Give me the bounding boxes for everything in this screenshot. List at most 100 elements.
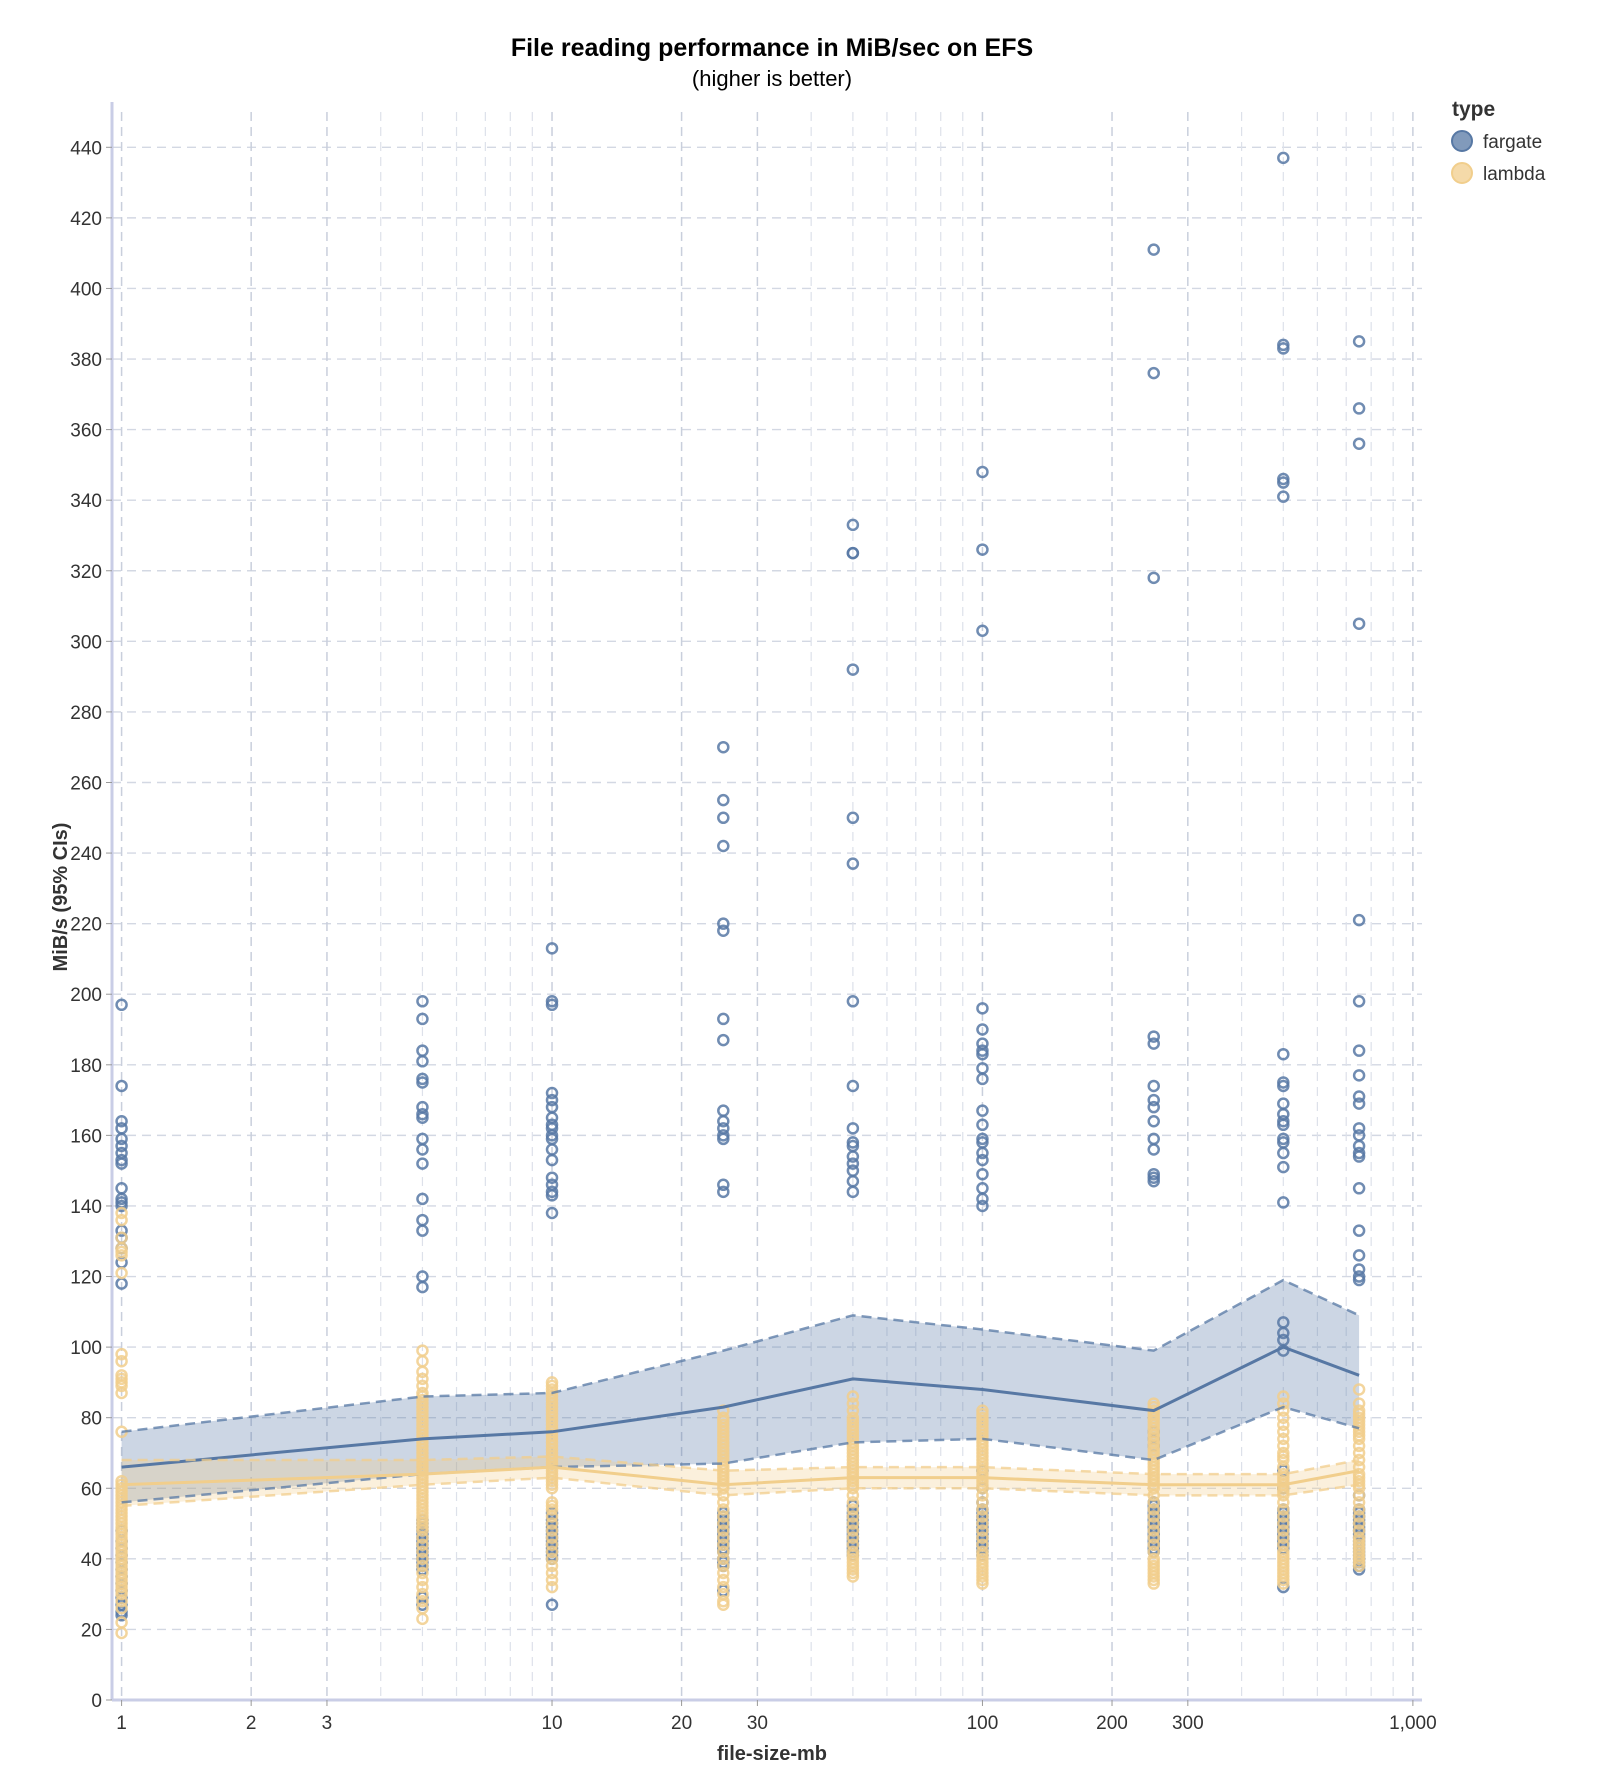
x-tick-label: 100 [967, 1713, 999, 1734]
fargate-point [115, 1157, 128, 1170]
lambda-point [976, 1531, 989, 1544]
fargate-point [1147, 1037, 1160, 1050]
lambda-point [416, 1552, 429, 1566]
fargate-point [717, 1012, 730, 1026]
lambda-point [545, 1559, 559, 1573]
lambda-point [115, 1587, 128, 1601]
lambda-point [846, 1517, 860, 1530]
y-tick-label: 20 [81, 1620, 102, 1641]
fargate-point [976, 1104, 989, 1117]
y-tick-label: 140 [70, 1197, 102, 1218]
lambda-point [717, 1559, 730, 1573]
fargate-point [1147, 1093, 1160, 1107]
lambda-point [115, 1249, 128, 1262]
fargate-point [976, 1072, 989, 1086]
lambda-point [416, 1580, 429, 1594]
lambda-point [545, 1552, 559, 1566]
lambda-point [416, 1573, 429, 1587]
fargate-point [1352, 1150, 1366, 1163]
fargate-point [1352, 1090, 1366, 1103]
lambda-point [115, 1379, 128, 1393]
fargate-point [717, 1104, 730, 1117]
fargate-ci-upper-line [121, 1278, 1360, 1434]
fargate-point [976, 465, 989, 479]
fargate-point [1147, 1079, 1160, 1093]
y-tick-label: 280 [70, 703, 102, 724]
fargate-point [976, 1023, 989, 1036]
fargate-point [717, 793, 730, 807]
fargate-point [545, 998, 559, 1012]
lambda-point [416, 1365, 429, 1379]
lambda-point [1277, 1432, 1290, 1446]
chart-subtitle: (higher is better) [692, 66, 852, 91]
fargate-point [1147, 571, 1160, 585]
lambda-point [545, 1517, 559, 1530]
y-tick-label: 180 [70, 1056, 102, 1077]
lambda-point [717, 1573, 730, 1587]
lambda-point [545, 1510, 559, 1523]
fargate-point [846, 546, 860, 560]
fargate-point [1277, 1326, 1290, 1340]
lambda-point [846, 1531, 860, 1544]
ci-bands [121, 1280, 1360, 1506]
lambda-point [416, 1612, 429, 1626]
lambda-point [416, 1566, 429, 1580]
lambda-point [976, 1510, 989, 1523]
lambda-point [846, 1496, 860, 1509]
lambda-point [1277, 1531, 1290, 1544]
lambda-point [1277, 1453, 1290, 1467]
fargate-point [846, 1122, 860, 1135]
fargate-point [717, 1033, 730, 1047]
fargate-point [846, 1150, 860, 1163]
fargate-point [545, 1206, 559, 1220]
lambda-point [717, 1524, 730, 1537]
fargate-point [717, 1185, 730, 1199]
fargate-point [717, 811, 730, 825]
y-tick-label: 420 [70, 209, 102, 230]
y-tick-label: 320 [70, 562, 102, 583]
fargate-point [416, 1143, 429, 1156]
fargate-point [1147, 1175, 1160, 1188]
lambda-point [1352, 1482, 1366, 1495]
fargate-point [545, 1171, 559, 1184]
fargate-mean-line [121, 1345, 1360, 1469]
lambda-point [545, 1545, 559, 1559]
y-tick-label: 120 [70, 1268, 102, 1289]
fargate-point [1277, 1047, 1290, 1061]
lambda-point [976, 1496, 989, 1509]
fargate-point [545, 1189, 559, 1202]
lambda-point [717, 1531, 730, 1544]
x-tick-label: 1,000 [1389, 1713, 1437, 1734]
fargate-point [1352, 335, 1366, 348]
y-tick-label: 0 [91, 1691, 102, 1712]
lambda-point [1277, 1510, 1290, 1523]
fargate-point [717, 839, 730, 853]
fargate-point [1352, 1182, 1366, 1195]
lambda-ci-band [121, 1456, 1360, 1506]
lambda-point [1147, 1503, 1160, 1516]
lambda-point [115, 1594, 128, 1608]
fargate-point [1147, 1100, 1160, 1114]
lambda-point [846, 1570, 860, 1583]
fargate-point [976, 1167, 989, 1181]
x-tick-label: 20 [671, 1713, 692, 1734]
lambda-point [115, 1266, 128, 1280]
fargate-point [976, 543, 989, 556]
lambda-point [1277, 1411, 1290, 1424]
lambda-point [545, 1482, 559, 1495]
lambda-point [1277, 1503, 1290, 1516]
fargate-point [1352, 437, 1366, 450]
x-tick-label: 1 [116, 1713, 127, 1734]
fargate-point [1352, 1122, 1366, 1135]
fargate-point [846, 995, 860, 1008]
lambda-point [717, 1503, 730, 1516]
fargate-point [416, 1111, 429, 1124]
fargate-point [545, 1086, 559, 1100]
lambda-point [545, 1580, 559, 1594]
lambda-point [1352, 1517, 1366, 1530]
fargate-point [717, 924, 730, 937]
fargate-point [1352, 1069, 1366, 1082]
x-tick-label: 10 [541, 1713, 562, 1734]
fargate-point [1147, 366, 1160, 380]
fargate-point [545, 942, 559, 955]
